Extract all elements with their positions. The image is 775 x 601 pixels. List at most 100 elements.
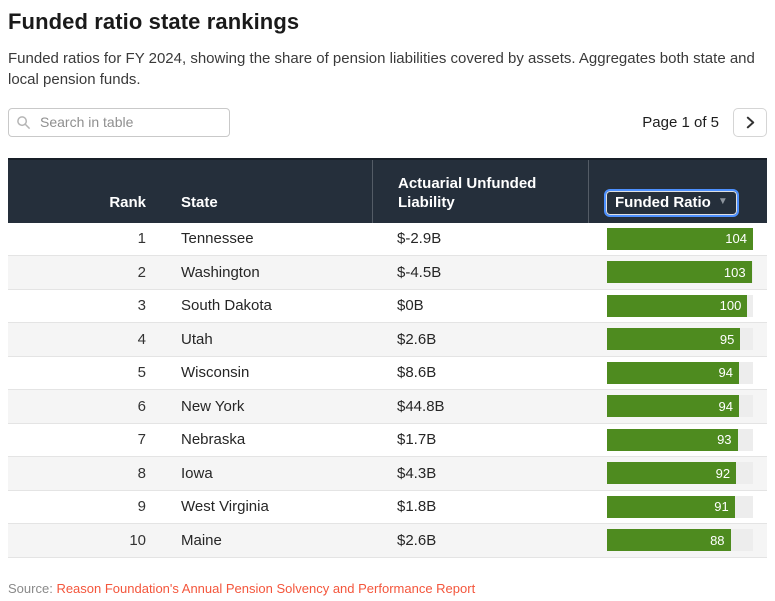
funded-ratio-bar: 95 [607, 328, 741, 351]
funded-ratio-value: 100 [719, 298, 742, 314]
funded-ratio-value: 95 [719, 331, 735, 347]
funded-ratio-cell: 103 [588, 261, 767, 284]
rank-cell: 10 [129, 531, 146, 549]
liability-cell: $2.6B [397, 531, 437, 549]
state-cell: Maine [181, 531, 222, 549]
table-toolbar: Page 1 of 5 [8, 107, 767, 137]
liability-cell: $1.8B [397, 498, 437, 516]
rank-cell: 6 [137, 397, 146, 415]
funded-ratio-bar-track: 91 [607, 495, 753, 518]
funded-ratio-value: 92 [715, 465, 731, 481]
liability-cell: $8.6B [397, 364, 437, 382]
table-row: 7 Nebraska $1.7B 93 [8, 423, 767, 458]
funded-ratio-bar: 92 [607, 462, 737, 485]
table-header-row: Rank State Actuarial Unfunded Liability … [8, 157, 767, 223]
column-header-liability[interactable]: Actuarial Unfunded Liability [372, 159, 588, 223]
page-title: Funded ratio state rankings [8, 9, 300, 34]
table-body: 1 Tennessee $-2.9B 104 2 Washington $-4.… [8, 222, 767, 558]
liability-cell: $0B [397, 297, 424, 315]
rank-cell: 8 [137, 464, 146, 482]
funded-ratio-bar-track: 92 [607, 462, 753, 485]
funded-ratio-bar-track: 104 [607, 227, 753, 250]
funded-ratio-value: 91 [714, 499, 729, 515]
liability-cell: $-4.5B [397, 263, 442, 281]
funded-ratio-bar-track: 88 [607, 529, 753, 552]
state-cell: Nebraska [181, 431, 246, 449]
column-header-liability-label: Actuarial Unfunded Liability [398, 175, 537, 211]
column-header-state[interactable]: State [181, 193, 218, 211]
rank-cell: 2 [137, 263, 146, 281]
pagination-label: Page 1 of 5 [642, 113, 719, 131]
funded-ratio-value: 88 [710, 532, 725, 548]
source-attribution: Source: Reason Foundation's Annual Pensi… [8, 581, 767, 596]
state-cell: New York [181, 397, 245, 415]
funded-ratio-bar: 100 [607, 294, 748, 317]
funded-ratio-cell: 104 [588, 227, 767, 250]
rank-cell: 3 [137, 297, 146, 315]
funded-ratio-bar: 91 [607, 495, 735, 518]
funded-ratio-cell: 95 [588, 328, 767, 351]
funded-ratio-bar: 104 [607, 227, 753, 250]
funded-ratio-bar-track: 100 [607, 294, 753, 317]
funded-ratio-cell: 93 [588, 428, 767, 451]
table-row: 6 New York $44.8B 94 [8, 390, 767, 424]
table-row: 8 Iowa $4.3B 92 [8, 457, 767, 491]
state-cell: West Virginia [181, 498, 269, 516]
sort-funded-ratio-button[interactable]: Funded Ratio ▼ [604, 188, 739, 217]
table-row: 10 Maine $2.6B 88 [8, 524, 767, 558]
state-cell: Tennessee [181, 230, 254, 248]
state-cell: Wisconsin [181, 364, 250, 382]
funded-ratio-cell: 94 [588, 361, 767, 384]
page-subtitle: Funded ratios for FY 2024, showing the s… [8, 50, 755, 89]
column-header-rank[interactable]: Rank [109, 193, 146, 211]
funded-ratio-bar-track: 93 [607, 428, 753, 451]
sort-desc-icon: ▼ [717, 196, 728, 208]
pagination: Page 1 of 5 [642, 107, 767, 137]
search-input[interactable] [8, 107, 230, 137]
funded-ratio-bar: 94 [607, 395, 739, 418]
search-box [8, 107, 230, 137]
liability-cell: $1.7B [397, 431, 437, 449]
column-header-funded-ratio: Funded Ratio ▼ [588, 159, 767, 223]
funded-ratio-bar: 103 [607, 261, 752, 284]
funded-ratio-value: 94 [718, 398, 733, 414]
state-cell: Iowa [181, 464, 213, 482]
state-cell: Washington [181, 263, 260, 281]
funded-ratio-bar: 88 [607, 529, 731, 552]
liability-cell: $2.6B [397, 330, 437, 348]
funded-ratio-value: 94 [718, 365, 733, 381]
liability-cell: $44.8B [397, 397, 445, 415]
funded-ratio-value: 103 [723, 264, 746, 280]
funded-ratio-value: 104 [725, 231, 747, 247]
funded-ratio-bar-track: 94 [607, 395, 753, 418]
table-row: 5 Wisconsin $8.6B 94 [8, 356, 767, 391]
funded-ratio-cell: 88 [588, 529, 767, 552]
funded-ratio-cell: 92 [588, 462, 767, 485]
funded-ratio-cell: 91 [588, 495, 767, 518]
liability-cell: $4.3B [397, 464, 437, 482]
funded-ratio-cell: 94 [588, 395, 767, 418]
table-row: 2 Washington $-4.5B 103 [8, 256, 767, 290]
rank-cell: 1 [137, 230, 146, 248]
state-cell: Utah [181, 330, 213, 348]
sort-button-label: Funded Ratio [615, 193, 711, 211]
funded-ratio-bar-track: 103 [607, 261, 753, 284]
table-row: 9 West Virginia $1.8B 91 [8, 490, 767, 525]
state-cell: South Dakota [181, 297, 272, 315]
table-row: 3 South Dakota $0B 100 [8, 289, 767, 324]
funded-ratio-cell: 100 [588, 294, 767, 317]
table-row: 1 Tennessee $-2.9B 104 [8, 222, 767, 257]
table-row: 4 Utah $2.6B 95 [8, 323, 767, 357]
source-label: Source: [8, 580, 53, 596]
liability-cell: $-2.9B [397, 230, 442, 248]
rankings-table: Rank State Actuarial Unfunded Liability … [8, 157, 767, 558]
funded-ratio-bar: 93 [607, 428, 738, 451]
next-page-button[interactable] [733, 107, 767, 137]
funded-ratio-bar-track: 95 [607, 328, 753, 351]
source-link[interactable]: Reason Foundation's Annual Pension Solve… [56, 580, 476, 596]
funded-ratio-bar-track: 94 [607, 361, 753, 384]
chevron-right-icon [746, 116, 754, 128]
funded-ratio-bar: 94 [607, 361, 739, 384]
rank-cell: 9 [137, 498, 146, 516]
